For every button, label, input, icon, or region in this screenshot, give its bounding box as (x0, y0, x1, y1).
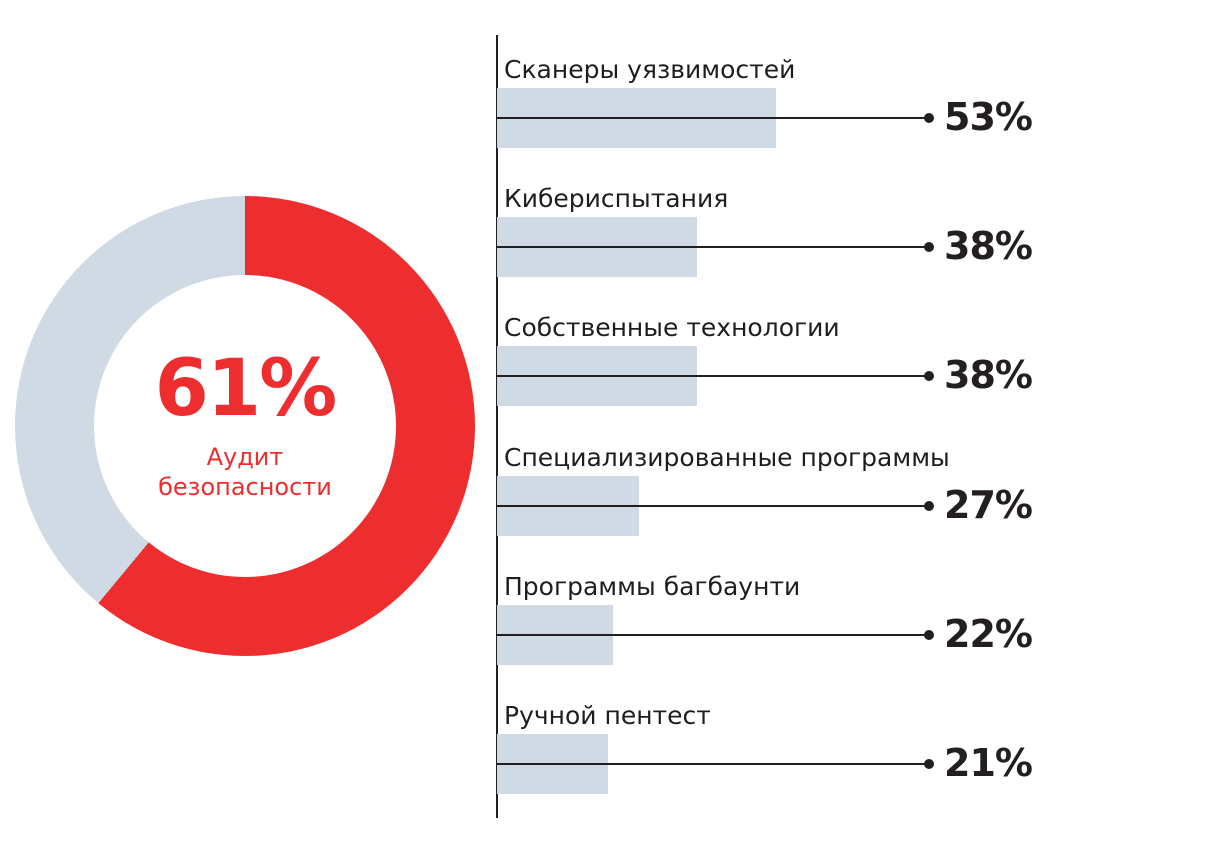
bar-label: Ручной пентест (504, 701, 711, 730)
bar-label: Программы багбаунти (504, 572, 801, 601)
bar-row: Программы багбаунти 22% (496, 573, 1219, 725)
donut-hole: 61% Аудит безопасности (94, 275, 396, 577)
donut-center-label: Аудит безопасности (158, 443, 332, 501)
bar-chart: Сканеры уязвимостей 53% Кибериспытания 3… (496, 0, 1219, 837)
bar-label: Кибериспытания (504, 184, 729, 213)
bar-label: Собственные технологии (504, 313, 840, 342)
bar-row: Сканеры уязвимостей 53% (496, 56, 1219, 208)
bar-label: Специализированные программы (504, 443, 950, 472)
bar-row: Собственные технологии 38% (496, 314, 1219, 466)
leader-line (496, 634, 929, 636)
leader-dot (924, 501, 934, 511)
leader-line (496, 246, 929, 248)
leader-dot (924, 242, 934, 252)
leader-dot (924, 759, 934, 769)
axis-line (496, 35, 498, 818)
leader-line (496, 117, 929, 119)
bar-label: Сканеры уязвимостей (504, 55, 796, 84)
leader-line (496, 763, 929, 765)
leader-line (496, 505, 929, 507)
donut-chart: 61% Аудит безопасности (15, 196, 475, 656)
bar-row: Кибериспытания 38% (496, 185, 1219, 337)
leader-dot (924, 371, 934, 381)
donut-center-value: 61% (154, 344, 338, 434)
bar-value: 38% (944, 353, 1033, 398)
leader-dot (924, 630, 934, 640)
bar-row: Ручной пентест 21% (496, 702, 1219, 854)
bar-value: 27% (944, 483, 1033, 528)
bar-value: 38% (944, 224, 1033, 269)
leader-line (496, 375, 929, 377)
bar-rows: Сканеры уязвимостей 53% Кибериспытания 3… (496, 0, 1219, 837)
bar-value: 22% (944, 612, 1033, 657)
bar-value: 53% (944, 95, 1033, 140)
bar-value: 21% (944, 741, 1033, 786)
bar-row: Специализированные программы 27% (496, 444, 1219, 596)
leader-dot (924, 113, 934, 123)
